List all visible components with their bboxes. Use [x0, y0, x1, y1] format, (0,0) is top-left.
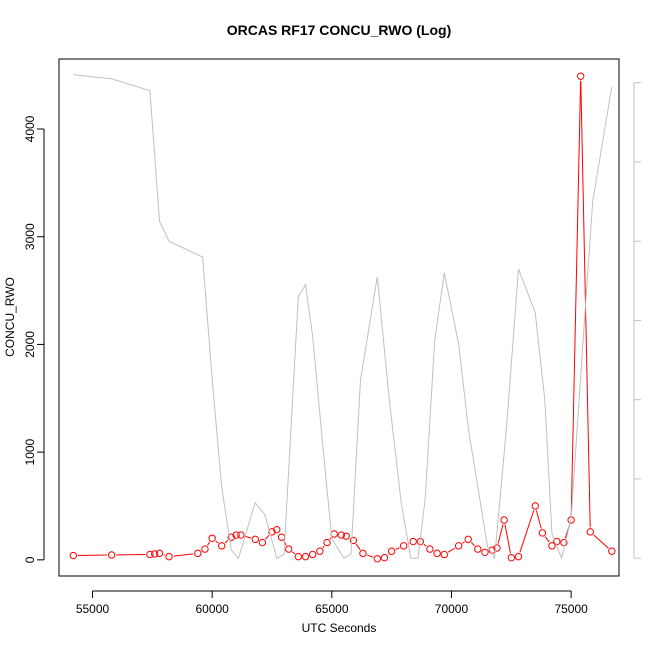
data-point [237, 531, 245, 539]
x-tick-label: 75000 [554, 602, 588, 616]
series-segment [395, 547, 400, 550]
series-segment [207, 541, 211, 546]
data-point [285, 545, 293, 553]
data-point [232, 531, 240, 539]
data-point [69, 551, 78, 560]
x-tick-label: 60000 [195, 602, 229, 616]
data-point [277, 533, 286, 541]
data-point [433, 549, 441, 558]
series-segment [570, 80, 582, 516]
chart-title: ORCAS RF17 CONCU_RWO (Log) [227, 22, 452, 38]
series-layer [69, 72, 616, 563]
data-point [553, 537, 561, 546]
series-segment [544, 536, 550, 543]
data-point [323, 538, 331, 547]
data-point [165, 552, 173, 561]
y-tick-label: 1000 [23, 438, 37, 465]
series-segment [447, 547, 456, 553]
data-point [440, 550, 448, 559]
x-tick-label: 65000 [315, 602, 349, 616]
data-point [349, 536, 358, 545]
data-point [251, 535, 259, 544]
data-point [194, 549, 202, 558]
series-segment [322, 545, 325, 549]
data-point [560, 538, 568, 547]
data-point [507, 553, 516, 562]
data-point [316, 547, 324, 555]
data-point [514, 552, 523, 561]
data-point [454, 542, 463, 550]
series-segment [291, 551, 296, 555]
data-point [107, 551, 116, 559]
data-point [373, 555, 381, 563]
data-point [399, 542, 408, 550]
x-tick-label: 70000 [435, 602, 469, 616]
data-point [208, 534, 216, 543]
data-point [608, 547, 616, 555]
series-segment [462, 541, 465, 544]
data-point [294, 552, 303, 561]
plot-frame [58, 58, 620, 577]
series-segment [535, 510, 542, 529]
data-point [577, 72, 585, 80]
series-segment [471, 542, 475, 547]
data-point [146, 550, 154, 559]
data-point [337, 531, 346, 539]
y-tick-label: 2000 [23, 331, 37, 358]
series-segment [355, 543, 361, 551]
data-point [387, 547, 396, 555]
series-segment [265, 534, 270, 540]
data-point [464, 535, 472, 544]
data-point [380, 553, 389, 562]
data-point [308, 550, 317, 559]
series-segment [245, 535, 252, 539]
series-segment [366, 554, 374, 558]
data-point [500, 516, 508, 524]
data-point [201, 545, 209, 553]
data-point [409, 537, 417, 546]
series-segment [593, 534, 609, 549]
data-point [359, 549, 367, 558]
series-segment [519, 510, 535, 553]
series-segment [497, 524, 504, 544]
data-point [548, 542, 556, 550]
data-point [218, 542, 226, 550]
y-tick-label: 0 [23, 556, 37, 563]
y-tick-label: 3000 [23, 223, 37, 250]
data-point [531, 502, 539, 510]
series-segment [504, 524, 511, 554]
data-point [273, 525, 281, 534]
series-segment [173, 553, 194, 557]
data-point [342, 532, 350, 540]
series-segment [423, 543, 427, 547]
data-point [268, 528, 276, 536]
data-point [586, 528, 594, 536]
data-point [301, 552, 310, 561]
series-segment [224, 539, 229, 544]
x-axis-label: UTC Seconds [302, 621, 377, 635]
series-line-secondary [73, 74, 613, 560]
data-point [227, 533, 236, 541]
y-axis-label: CONCU_RWO [3, 277, 17, 357]
data-point [258, 538, 267, 547]
series-segment [215, 540, 219, 544]
data-point [493, 544, 501, 552]
data-point [538, 529, 547, 537]
x-tick-label: 55000 [76, 602, 110, 616]
series-segment [329, 537, 332, 540]
data-point [151, 550, 159, 558]
data-point [481, 548, 489, 557]
y-tick-label: 4000 [23, 115, 37, 142]
data-point [155, 549, 164, 558]
data-point [426, 545, 434, 553]
axes-layer: 55000 60000 65000 70000 75000 0 1000 2000 3000 40… [23, 82, 641, 616]
data-point [474, 545, 482, 553]
